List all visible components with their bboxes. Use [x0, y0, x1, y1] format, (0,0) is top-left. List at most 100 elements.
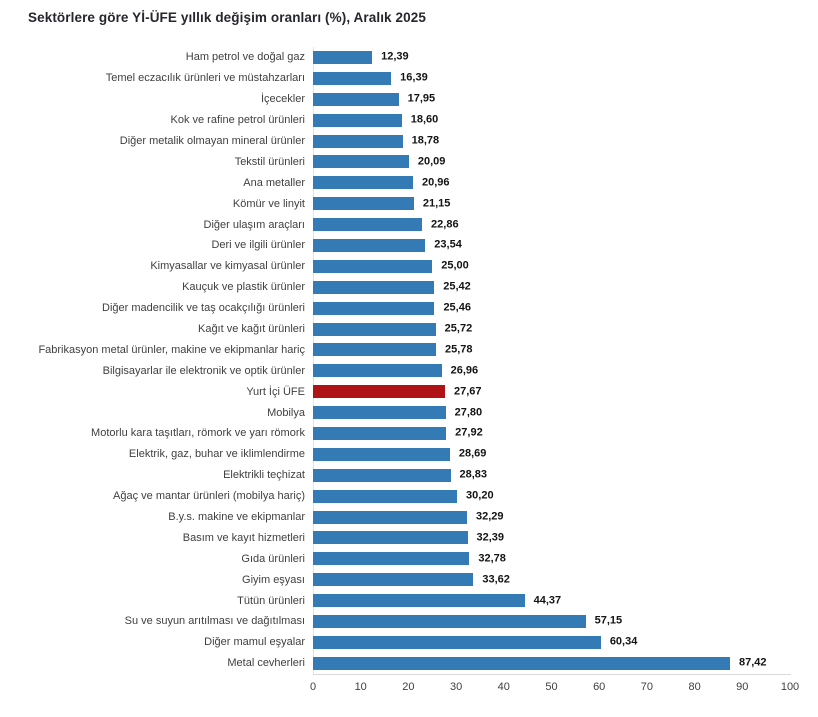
- category-label: Deri ve ilgili ürünler: [211, 239, 305, 252]
- x-axis-baseline: [313, 673, 791, 675]
- category-label: Elektrik, gaz, buhar ve iklimlendirme: [128, 448, 305, 461]
- category-label: Fabrikasyon metal ürünler, makine ve eki…: [38, 343, 305, 356]
- bar: [313, 426, 447, 440]
- bar-row: Elektrik, gaz, buhar ve iklimlendirme 28,…: [20, 444, 790, 465]
- bar: [313, 614, 586, 628]
- bar-row: Tekstil ürünleri 20,09: [20, 151, 790, 172]
- category-label: Diğer mamul eşyalar: [204, 636, 305, 649]
- x-axis-tick-label: 80: [688, 680, 701, 693]
- category-label: Tekstil ürünleri: [234, 155, 305, 168]
- value-label: 23,54: [434, 238, 462, 251]
- bar-row: Kimyasallar ve kimyasal ürünler 25,00: [20, 256, 790, 277]
- bar: [313, 134, 403, 148]
- bar: [313, 406, 446, 420]
- highlight-bar: [313, 385, 445, 399]
- bar-track: 27,80: [313, 406, 790, 420]
- category-label: Kağıt ve kağıt ürünleri: [197, 323, 305, 336]
- x-axis-tick-label: 20: [402, 680, 415, 693]
- category-label: İçecekler: [260, 93, 305, 106]
- bar-row: Su ve suyun arıtılması ve dağıtılması 57,…: [20, 611, 790, 632]
- bar: [313, 656, 730, 670]
- bar-track: 32,29: [313, 510, 790, 524]
- value-label: 22,86: [431, 218, 459, 231]
- x-axis: 0 10 20 30 40 50 60 70 80 90 100: [310, 675, 799, 695]
- bar-track: 16,39: [313, 71, 790, 85]
- bar-track: 33,62: [313, 573, 790, 587]
- bar-track: 25,78: [313, 343, 790, 357]
- bar: [313, 92, 399, 106]
- value-label: 87,42: [738, 656, 767, 669]
- bar-row: Ham petrol ve doğal gaz 12,39: [20, 47, 790, 68]
- category-label: Kömür ve linyit: [232, 197, 305, 210]
- bar-row: Diğer madencilik ve taş ocakçılığı ürünl…: [20, 298, 790, 319]
- value-label: 25,42: [443, 280, 471, 293]
- bar-track: 12,39: [313, 50, 790, 64]
- bar-row: Fabrikasyon metal ürünler, makine ve eki…: [20, 339, 790, 360]
- value-label: 30,20: [466, 489, 494, 502]
- x-axis-tick-label: 40: [497, 680, 510, 693]
- bar: [313, 259, 433, 273]
- bar: [313, 364, 442, 378]
- bar-track: 87,42: [313, 656, 790, 670]
- value-label: 18,78: [411, 134, 440, 147]
- category-label: Elektrikli teçhizat: [223, 469, 305, 482]
- bar: [313, 155, 409, 169]
- bar-row: Mobilya 27,80: [20, 402, 790, 423]
- value-label: 20,09: [417, 155, 446, 168]
- bar-track: 28,83: [313, 468, 790, 482]
- x-axis-tick-label: 70: [640, 680, 654, 693]
- bar-track: 44,37: [313, 594, 790, 608]
- category-label: Metal cevherleri: [227, 657, 305, 670]
- category-label: Ağaç ve mantar ürünleri (mobilya hariç): [113, 490, 305, 503]
- bar-track: 32,78: [313, 552, 790, 566]
- category-label: Gıda ürünleri: [241, 552, 305, 565]
- bar: [313, 218, 423, 232]
- x-axis-tick-label: 50: [545, 680, 558, 693]
- category-label: Giyim eşyası: [242, 573, 305, 586]
- bar: [313, 489, 458, 503]
- bar: [313, 510, 468, 524]
- bar-track: 25,72: [313, 322, 790, 336]
- bar-track: 27,67: [313, 385, 790, 399]
- bar: [313, 176, 413, 190]
- bar: [313, 531, 468, 545]
- bar-track: 32,39: [313, 531, 790, 545]
- value-label: 16,39: [400, 71, 428, 84]
- bar-row: Temel eczacılık ürünleri ve müstahzarlar…: [20, 68, 790, 89]
- bar: [313, 573, 474, 587]
- value-label: 44,37: [533, 594, 562, 607]
- bar: [313, 113, 402, 127]
- category-label: Su ve suyun arıtılması ve dağıtılması: [124, 615, 305, 628]
- bar-row: Elektrikli teçhizat 28,83: [20, 465, 790, 486]
- value-label: 60,34: [609, 635, 638, 648]
- category-label: Basım ve kayıt hizmetleri: [182, 531, 305, 544]
- bar: [313, 322, 436, 336]
- category-label: Diğer ulaşım araçları: [203, 218, 305, 231]
- bar-row: İçecekler 17,95: [20, 89, 790, 110]
- chart-title: Sektörlere göre Yİ-ÜFE yıllık değişim or…: [28, 10, 426, 25]
- category-label: Mobilya: [267, 406, 305, 419]
- value-label: 27,92: [455, 426, 483, 439]
- value-label: 27,80: [454, 406, 483, 419]
- bar-track: 25,42: [313, 280, 790, 294]
- category-label: Bilgisayarlar ile elektronik ve optik ür…: [102, 364, 305, 377]
- value-label: 28,83: [459, 468, 488, 481]
- bar-row: Diğer mamul eşyalar 60,34: [20, 632, 790, 653]
- x-axis-tick-label: 60: [593, 680, 606, 693]
- value-label: 32,78: [478, 552, 506, 565]
- category-label: Temel eczacılık ürünleri ve müstahzarlar…: [105, 72, 305, 85]
- bar-row: Tütün ürünleri 44,37: [20, 590, 790, 611]
- bar-track: 23,54: [313, 238, 790, 252]
- category-label: Kok ve rafine petrol ürünleri: [170, 114, 305, 127]
- bar: [313, 447, 450, 461]
- bar-row: Gıda ürünleri 32,78: [20, 548, 790, 569]
- bar-track: 25,00: [313, 259, 790, 273]
- value-label: 28,69: [458, 447, 487, 460]
- bar-row: Kauçuk ve plastik ürünler 25,42: [20, 277, 790, 298]
- value-label: 25,78: [444, 343, 473, 356]
- bar-track: 26,96: [313, 364, 790, 378]
- bar: [313, 594, 525, 608]
- bar-track: 30,20: [313, 489, 790, 503]
- category-label: Kimyasallar ve kimyasal ürünler: [150, 260, 305, 273]
- bar-row: Deri ve ilgili ürünler 23,54: [20, 235, 790, 256]
